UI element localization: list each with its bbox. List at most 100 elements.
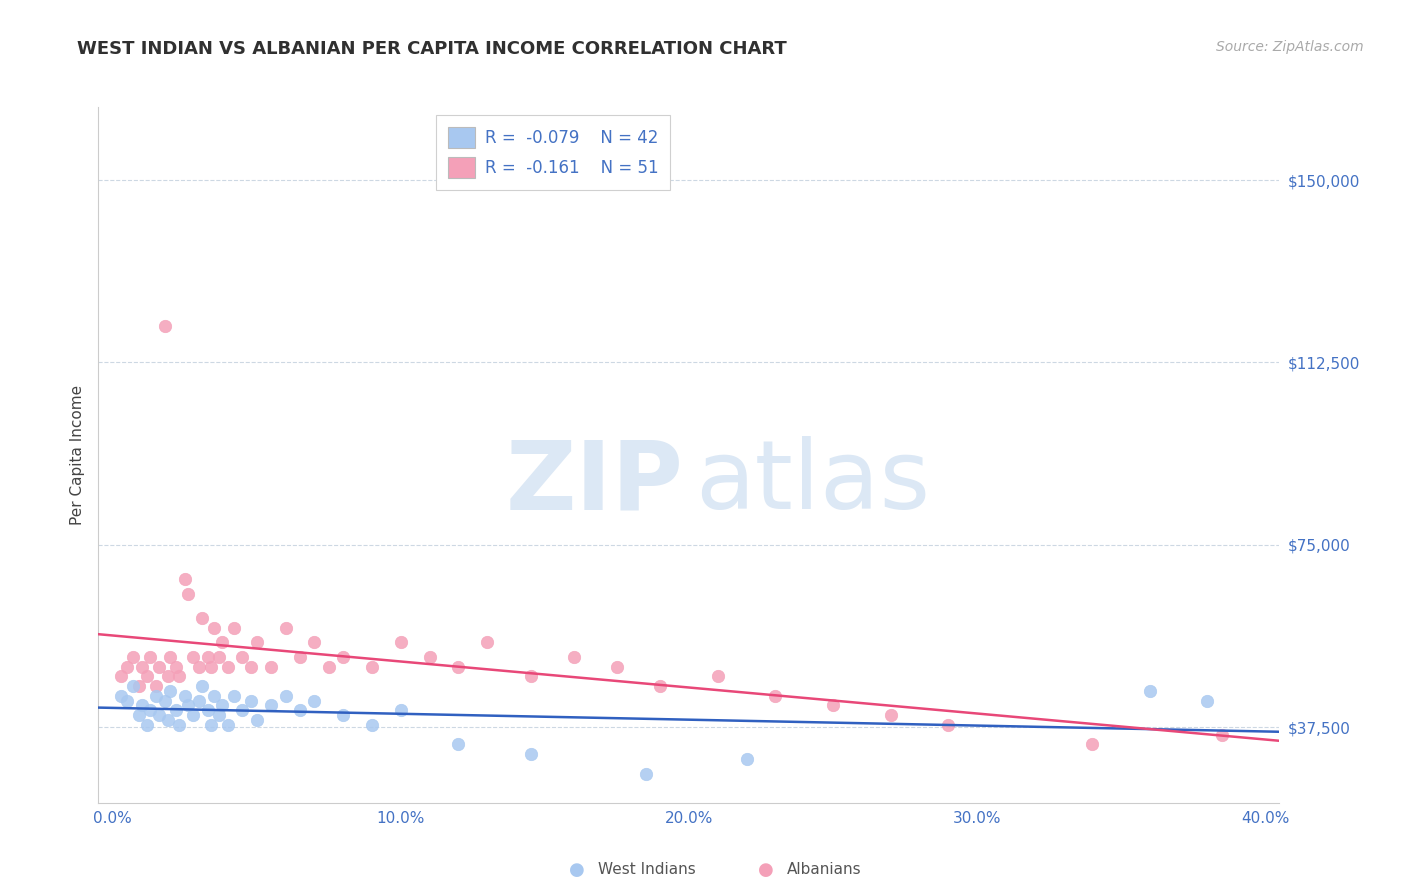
Point bbox=[361, 659, 384, 673]
Point bbox=[332, 649, 354, 664]
Point bbox=[821, 698, 844, 713]
Point bbox=[145, 679, 167, 693]
Point bbox=[208, 649, 231, 664]
Point bbox=[128, 708, 150, 723]
Point bbox=[145, 689, 167, 703]
Point bbox=[763, 689, 786, 703]
Text: WEST INDIAN VS ALBANIAN PER CAPITA INCOME CORRELATION CHART: WEST INDIAN VS ALBANIAN PER CAPITA INCOM… bbox=[77, 40, 787, 58]
Point bbox=[197, 703, 219, 717]
Point bbox=[222, 689, 245, 703]
Point bbox=[131, 659, 153, 673]
Point bbox=[165, 703, 187, 717]
Point bbox=[188, 693, 211, 707]
Point bbox=[159, 684, 181, 698]
Point bbox=[274, 621, 297, 635]
Point bbox=[183, 708, 205, 723]
Text: ZIP: ZIP bbox=[505, 436, 683, 529]
Point bbox=[191, 611, 214, 625]
Text: Albanians: Albanians bbox=[787, 863, 862, 877]
Point bbox=[606, 659, 628, 673]
Point bbox=[634, 766, 657, 780]
Text: ●: ● bbox=[568, 861, 585, 879]
Point bbox=[191, 679, 214, 693]
Point bbox=[110, 689, 132, 703]
Point bbox=[173, 689, 195, 703]
Point bbox=[419, 649, 441, 664]
Point bbox=[260, 659, 283, 673]
Point bbox=[477, 635, 499, 649]
Text: West Indians: West Indians bbox=[598, 863, 696, 877]
Point bbox=[139, 649, 162, 664]
Point bbox=[217, 659, 239, 673]
Point bbox=[318, 659, 340, 673]
Point bbox=[240, 693, 263, 707]
Text: Source: ZipAtlas.com: Source: ZipAtlas.com bbox=[1216, 40, 1364, 54]
Point bbox=[110, 669, 132, 683]
Point bbox=[389, 635, 412, 649]
Point bbox=[274, 689, 297, 703]
Point bbox=[208, 708, 231, 723]
Point bbox=[304, 635, 326, 649]
Point bbox=[148, 708, 170, 723]
Point bbox=[200, 659, 222, 673]
Point bbox=[153, 318, 176, 333]
Point bbox=[288, 649, 311, 664]
Point bbox=[122, 679, 145, 693]
Point bbox=[131, 698, 153, 713]
Text: ●: ● bbox=[758, 861, 775, 879]
Point bbox=[879, 708, 901, 723]
Point bbox=[153, 693, 176, 707]
Point bbox=[115, 693, 138, 707]
Point bbox=[173, 572, 195, 586]
Point bbox=[246, 635, 269, 649]
Point bbox=[240, 659, 263, 673]
Point bbox=[200, 718, 222, 732]
Point bbox=[136, 718, 159, 732]
Point bbox=[1139, 684, 1161, 698]
Point bbox=[156, 669, 179, 683]
Point bbox=[447, 738, 470, 752]
Point bbox=[183, 649, 205, 664]
Point bbox=[260, 698, 283, 713]
Point bbox=[650, 679, 672, 693]
Point bbox=[217, 718, 239, 732]
Point bbox=[115, 659, 138, 673]
Point bbox=[139, 703, 162, 717]
Point bbox=[222, 621, 245, 635]
Point bbox=[389, 703, 412, 717]
Point bbox=[231, 703, 253, 717]
Point bbox=[148, 659, 170, 673]
Point bbox=[136, 669, 159, 683]
Point bbox=[165, 659, 187, 673]
Point bbox=[519, 669, 541, 683]
Point bbox=[177, 586, 200, 600]
Point bbox=[177, 698, 200, 713]
Point bbox=[361, 718, 384, 732]
Point bbox=[1081, 738, 1104, 752]
Point bbox=[202, 689, 225, 703]
Point bbox=[197, 649, 219, 664]
Point bbox=[167, 669, 190, 683]
Legend: R =  -0.079    N = 42, R =  -0.161    N = 51: R = -0.079 N = 42, R = -0.161 N = 51 bbox=[436, 115, 669, 190]
Point bbox=[519, 747, 541, 761]
Point bbox=[735, 752, 758, 766]
Point bbox=[1197, 693, 1219, 707]
Text: atlas: atlas bbox=[695, 436, 929, 529]
Point bbox=[332, 708, 354, 723]
Y-axis label: Per Capita Income: Per Capita Income bbox=[69, 384, 84, 525]
Point bbox=[1211, 728, 1233, 742]
Point bbox=[447, 659, 470, 673]
Point bbox=[202, 621, 225, 635]
Point bbox=[167, 718, 190, 732]
Point bbox=[288, 703, 311, 717]
Point bbox=[211, 635, 233, 649]
Point bbox=[211, 698, 233, 713]
Point bbox=[156, 713, 179, 727]
Point bbox=[159, 649, 181, 664]
Point bbox=[562, 649, 585, 664]
Point bbox=[128, 679, 150, 693]
Point bbox=[936, 718, 959, 732]
Point bbox=[246, 713, 269, 727]
Point bbox=[188, 659, 211, 673]
Point bbox=[231, 649, 253, 664]
